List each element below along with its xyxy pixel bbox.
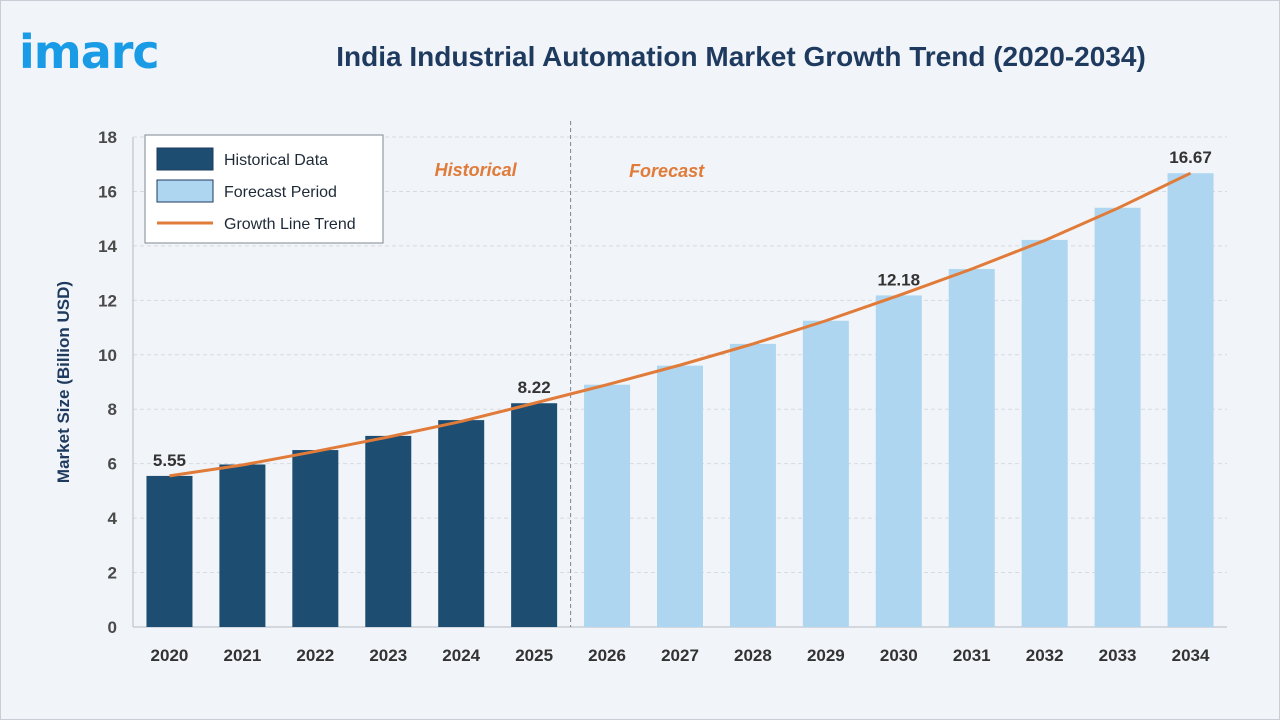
legend-swatch (156, 147, 214, 171)
bar (511, 403, 558, 627)
bar (219, 464, 266, 627)
bar (584, 384, 631, 627)
x-tick-label: 2022 (296, 646, 334, 665)
x-tick-label: 2020 (151, 646, 189, 665)
x-tick-label: 2021 (223, 646, 261, 665)
y-tick-label: 4 (108, 509, 118, 528)
historical-annotation: Historical (435, 160, 518, 180)
x-tick-label: 2028 (734, 646, 772, 665)
legend-label: Historical Data (224, 152, 328, 169)
y-tick-label: 14 (98, 237, 117, 256)
x-tick-label: 2030 (880, 646, 918, 665)
y-tick-label: 0 (108, 618, 117, 637)
forecast-annotation: Forecast (629, 161, 705, 181)
bar (438, 420, 485, 627)
bar (729, 343, 776, 627)
x-tick-label: 2033 (1099, 646, 1137, 665)
bar (292, 450, 339, 627)
bar (1094, 207, 1141, 627)
x-tick-label: 2034 (1172, 646, 1210, 665)
y-tick-label: 12 (98, 291, 117, 310)
bar (1021, 239, 1068, 627)
data-label: 12.18 (878, 270, 921, 289)
y-tick-label: 8 (108, 400, 117, 419)
bar (657, 365, 703, 627)
legend-swatch (156, 179, 214, 203)
legend-label: Growth Line Trend (224, 216, 356, 233)
x-tick-label: 2026 (588, 646, 626, 665)
bar (875, 295, 922, 627)
bar (802, 320, 849, 627)
x-tick-label: 2031 (953, 646, 991, 665)
bar (365, 435, 412, 627)
y-axis-title: Market Size (Billion USD) (54, 281, 73, 483)
growth-trend-line (169, 171, 1192, 478)
bar (146, 475, 193, 627)
x-tick-label: 2029 (807, 646, 845, 665)
imarc-logo: imarc (19, 25, 160, 79)
data-label: 5.55 (153, 451, 186, 470)
x-tick-label: 2023 (369, 646, 407, 665)
bar (1167, 173, 1214, 627)
x-tick-label: 2025 (515, 646, 553, 665)
x-tick-label: 2027 (661, 646, 699, 665)
y-tick-label: 16 (98, 182, 117, 201)
legend-label: Forecast Period (224, 184, 337, 201)
data-label: 8.22 (518, 378, 551, 397)
y-tick-label: 10 (98, 346, 117, 365)
y-tick-label: 6 (108, 455, 117, 474)
y-tick-label: 2 (108, 564, 117, 583)
x-tick-label: 2032 (1026, 646, 1064, 665)
data-label: 16.67 (1169, 148, 1212, 167)
x-tick-label: 2024 (442, 646, 480, 665)
bar (948, 269, 995, 627)
chart-title: India Industrial Automation Market Growt… (336, 41, 1146, 72)
y-tick-label: 18 (98, 128, 117, 147)
